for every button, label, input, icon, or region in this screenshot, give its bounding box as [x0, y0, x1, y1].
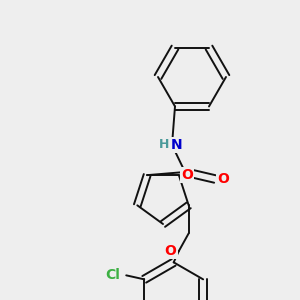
Text: N: N: [171, 138, 183, 152]
Text: O: O: [181, 168, 193, 182]
Text: H: H: [159, 139, 169, 152]
Text: Cl: Cl: [105, 268, 120, 282]
Text: O: O: [217, 172, 229, 186]
Text: O: O: [165, 244, 177, 258]
